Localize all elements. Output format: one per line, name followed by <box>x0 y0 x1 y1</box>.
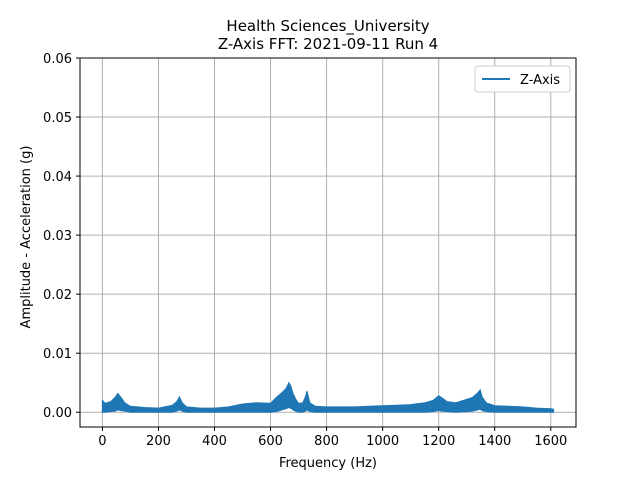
y-axis-label: Amplitude - Acceleration (g) <box>19 146 34 329</box>
grid <box>80 57 576 427</box>
plot-frame <box>79 57 577 428</box>
series-z-axis-trace <box>101 384 553 413</box>
legend: Z-Axis <box>474 65 571 93</box>
legend-label: Z-Axis <box>520 73 560 88</box>
series-layer <box>101 381 555 413</box>
x-tick-label: 800 <box>314 434 339 449</box>
x-tick-label: 1400 <box>478 434 511 449</box>
y-tick-label: 0.02 <box>43 288 72 303</box>
x-tick-label: 200 <box>146 434 171 449</box>
y-tick-label: 0.05 <box>43 111 72 126</box>
y-tick-label: 0.01 <box>43 347 72 362</box>
legend-box <box>474 65 571 93</box>
chart-subtitle: Z-Axis FFT: 2021-09-11 Run 4 <box>218 35 438 53</box>
x-tick-label: 1000 <box>366 434 399 449</box>
x-axis-label: Frequency (Hz) <box>279 456 377 471</box>
y-tick-label: 0.00 <box>43 406 72 421</box>
x-tick-label: 1600 <box>534 434 567 449</box>
y-tick-label: 0.06 <box>43 52 72 67</box>
x-tick-label: 1200 <box>422 434 455 449</box>
y-tick-label: 0.03 <box>43 229 72 244</box>
chart-title: Health Sciences_University <box>226 17 429 36</box>
y-tick-label: 0.04 <box>43 170 72 185</box>
x-tick-label: 400 <box>202 434 227 449</box>
x-axis-ticks: 0 200 400 600 800 1000 1200 1400 1600 <box>98 427 567 449</box>
x-tick-label: 600 <box>258 434 283 449</box>
y-axis-ticks: 0.00 0.01 0.02 0.03 0.04 0.05 0.06 <box>43 52 80 421</box>
x-tick-label: 0 <box>98 434 106 449</box>
